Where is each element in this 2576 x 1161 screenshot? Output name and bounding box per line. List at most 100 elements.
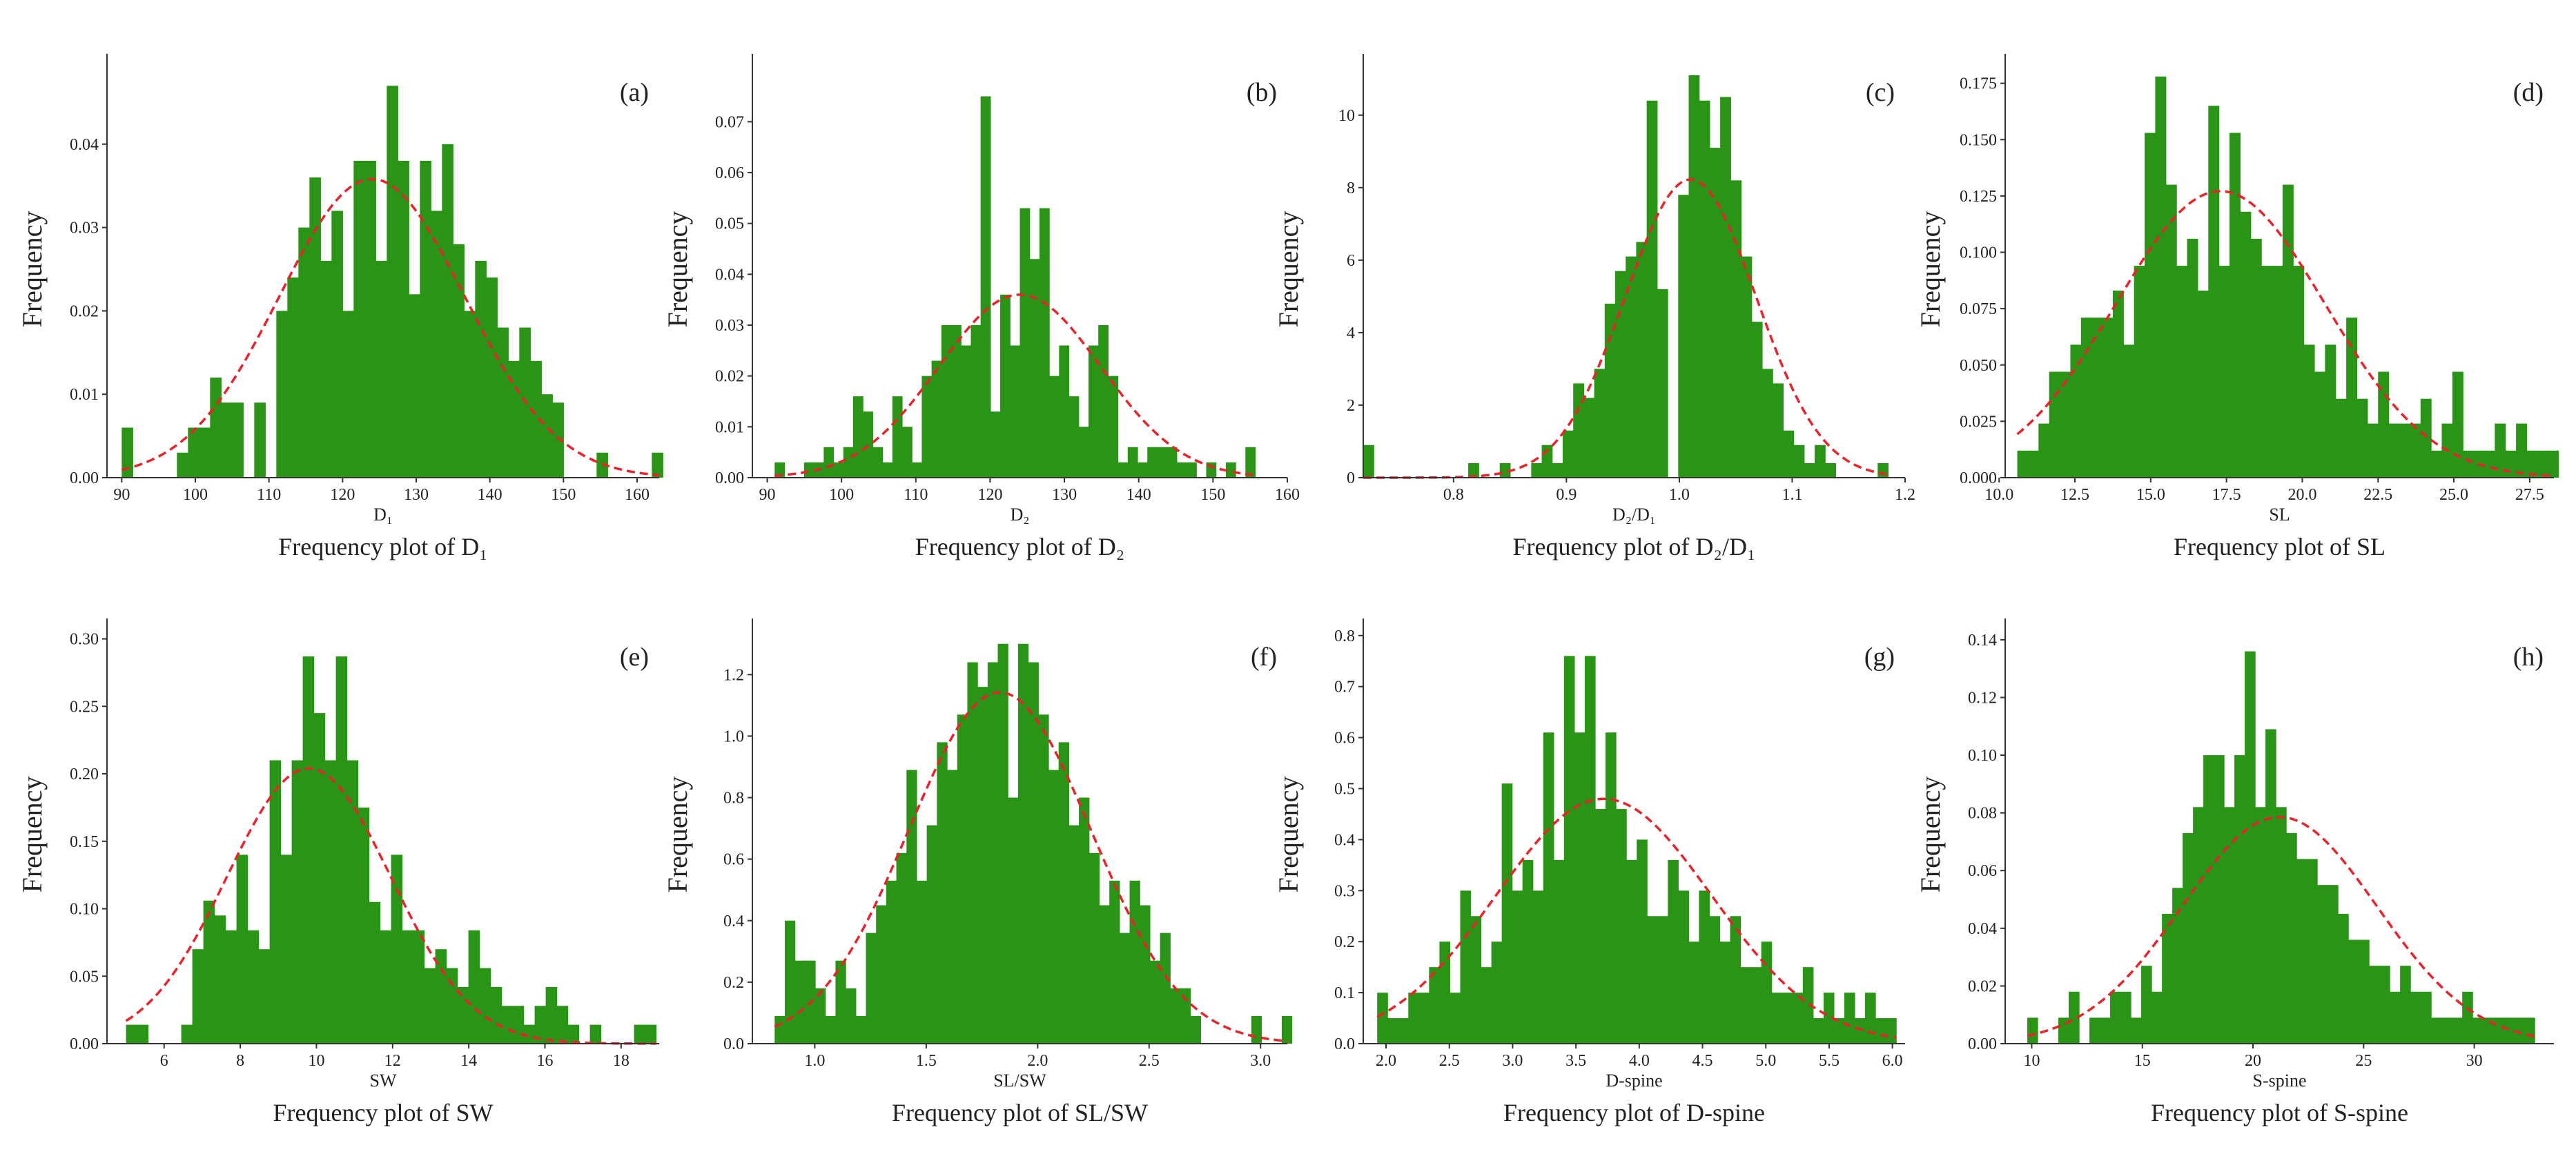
panel-tag: (h) — [2513, 643, 2544, 672]
histogram-bar — [876, 905, 887, 1044]
x-tick-label: 110 — [904, 486, 928, 504]
histogram-bar — [2441, 1017, 2452, 1044]
histogram-bar — [1079, 797, 1090, 1044]
y-tick-label: 0.5 — [1334, 780, 1355, 798]
histogram-bar — [1069, 825, 1080, 1044]
x-tick-label: 3.0 — [1250, 1052, 1271, 1070]
histogram-bar — [1531, 462, 1543, 478]
y-tick-label: 1.2 — [723, 666, 744, 684]
y-tick-label: 8 — [1347, 179, 1355, 197]
x-tick-label: 25 — [2355, 1052, 2372, 1070]
histogram-bar — [347, 760, 359, 1044]
histogram-bar — [1875, 1018, 1886, 1044]
y-tick-label: 0.2 — [1334, 933, 1355, 951]
y-tick-label: 0 — [1347, 469, 1355, 487]
histogram-bar — [1584, 656, 1596, 1044]
histogram-bar — [556, 1006, 569, 1044]
histogram-bar — [331, 211, 343, 478]
x-tick-label: 16 — [536, 1052, 553, 1070]
panel-caption: Frequency plot of SW — [273, 1099, 494, 1126]
histogram-bar — [464, 311, 476, 478]
histogram-bar — [906, 770, 917, 1044]
histogram-bar — [2357, 398, 2368, 478]
histogram-bar — [774, 1015, 786, 1044]
x-tick-label: 8 — [236, 1052, 244, 1070]
y-tick-label: 0.00 — [715, 469, 744, 487]
histogram-bar — [2218, 266, 2230, 478]
histogram-bar — [872, 447, 884, 478]
y-tick-label: 0.05 — [715, 215, 744, 233]
histogram-bar — [534, 1006, 547, 1044]
histogram-bar — [541, 394, 553, 478]
y-tick-label: 0.06 — [715, 164, 744, 182]
histogram-bar — [298, 227, 310, 478]
histogram-bar — [835, 960, 846, 1044]
histogram-bar — [2495, 423, 2506, 478]
histogram-bar — [1595, 809, 1606, 1044]
histogram-bar — [1109, 880, 1120, 1044]
x-tick-label: 1.2 — [1895, 486, 1915, 504]
histogram-bar — [192, 949, 204, 1044]
histogram-bar — [2314, 371, 2325, 478]
histogram-bar — [926, 825, 937, 1044]
histogram-bar — [2038, 423, 2050, 478]
histogram-bar — [2110, 991, 2121, 1044]
histogram-bar — [1008, 797, 1019, 1044]
histogram-bar — [1688, 942, 1700, 1044]
histogram-bar — [254, 402, 266, 478]
x-tick-label: 6.0 — [1882, 1052, 1903, 1070]
histogram-bar — [479, 968, 491, 1044]
histogram-bar — [313, 713, 326, 1044]
histogram-bar — [1468, 462, 1479, 478]
histogram-bar — [1699, 890, 1710, 1044]
histogram-bar — [2102, 318, 2114, 478]
x-tick-label: 130 — [404, 486, 429, 504]
histogram-bar — [2272, 266, 2283, 478]
histogram-bar — [941, 325, 952, 478]
bars — [1363, 75, 1889, 478]
histogram-bar — [1363, 445, 1374, 478]
histogram-bar — [1813, 1018, 1824, 1044]
histogram-bar — [2286, 832, 2297, 1044]
y-tick-label: 0.4 — [1334, 831, 1355, 849]
panel-tag: (f) — [1251, 643, 1277, 672]
histogram-bar — [424, 968, 436, 1044]
histogram-bar — [2255, 807, 2266, 1044]
histogram-bar — [1225, 462, 1236, 478]
histogram-bar — [497, 327, 509, 478]
panel-tag: (c) — [1866, 78, 1895, 107]
histogram-bar — [1594, 369, 1606, 478]
histogram-bar — [2145, 133, 2156, 478]
histogram-bar — [1719, 942, 1731, 1044]
histogram-bar — [846, 988, 857, 1044]
x-tick-label: 0.8 — [1443, 486, 1464, 504]
histogram-bar — [232, 402, 244, 478]
x-tick-label: 150 — [1200, 486, 1225, 504]
histogram-bar — [1855, 1018, 1866, 1044]
histogram-bar — [199, 427, 211, 478]
x-tick-label: 12 — [384, 1052, 401, 1070]
bars — [2027, 651, 2535, 1044]
panel-tag: (g) — [1864, 643, 1895, 672]
histogram-bar — [1069, 396, 1080, 478]
panel-4: 6 8 10 12 14 16 18 0.00 0.05 0.10 0.15 0.20 0.25 0.30… — [17, 618, 659, 1126]
histogram-bar — [2462, 991, 2473, 1044]
histogram-bar — [825, 1015, 837, 1044]
y-tick-label: 0.2 — [723, 974, 744, 992]
bars — [126, 656, 657, 1044]
histogram-bar — [774, 462, 786, 478]
histogram-bar — [2069, 991, 2080, 1044]
histogram-bar — [1149, 960, 1161, 1044]
histogram-bar — [2307, 859, 2318, 1044]
histogram-bar — [2134, 266, 2145, 478]
histogram-bar — [2493, 1017, 2504, 1044]
histogram-bar — [1017, 643, 1029, 1044]
y-tick-label: 0.07 — [715, 113, 744, 131]
histogram-bar — [335, 656, 348, 1044]
y-tick-label: 0.15 — [70, 833, 99, 851]
histogram-bar — [1802, 967, 1814, 1044]
histogram-bar — [1563, 656, 1575, 1044]
histogram-bar — [2282, 184, 2294, 478]
y-tick-label: 0.05 — [70, 968, 99, 986]
histogram-bar — [453, 244, 465, 478]
